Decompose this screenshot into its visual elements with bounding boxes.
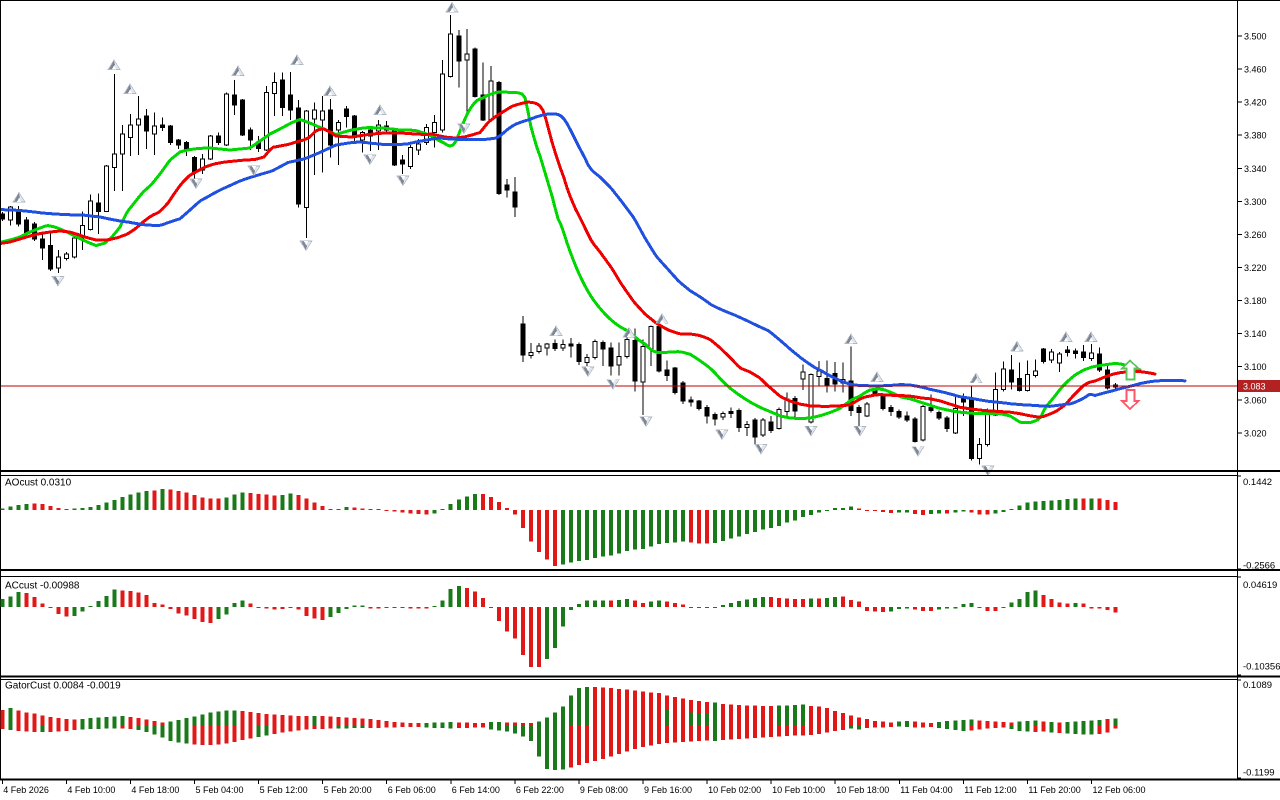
svg-text:ACcust -0.00988: ACcust -0.00988 xyxy=(5,580,80,591)
svg-text:11 Feb 20:00: 11 Feb 20:00 xyxy=(1028,785,1080,795)
svg-text:AOcust 0.0310: AOcust 0.0310 xyxy=(5,477,72,488)
svg-text:3.180: 3.180 xyxy=(1244,296,1267,306)
svg-text:3.060: 3.060 xyxy=(1244,395,1267,405)
svg-text:10 Feb 10:00: 10 Feb 10:00 xyxy=(772,785,825,795)
svg-text:6 Feb 14:00: 6 Feb 14:00 xyxy=(452,785,500,795)
svg-text:3.340: 3.340 xyxy=(1244,164,1267,174)
svg-text:4 Feb 2026: 4 Feb 2026 xyxy=(3,785,49,795)
svg-text:3.220: 3.220 xyxy=(1244,263,1267,273)
svg-text:4 Feb 18:00: 4 Feb 18:00 xyxy=(131,785,179,795)
svg-text:3.020: 3.020 xyxy=(1244,428,1267,438)
svg-text:3.140: 3.140 xyxy=(1244,329,1267,339)
svg-text:3.300: 3.300 xyxy=(1244,197,1267,207)
svg-text:10 Feb 02:00: 10 Feb 02:00 xyxy=(708,785,761,795)
svg-text:-0.1199: -0.1199 xyxy=(1243,768,1275,779)
svg-text:12 Feb 06:00: 12 Feb 06:00 xyxy=(1093,785,1146,795)
svg-text:-0.10356: -0.10356 xyxy=(1243,662,1280,673)
svg-text:3.460: 3.460 xyxy=(1244,65,1267,75)
svg-text:6 Feb 22:00: 6 Feb 22:00 xyxy=(516,785,564,795)
svg-text:11 Feb 04:00: 11 Feb 04:00 xyxy=(900,785,952,795)
svg-text:9 Feb 08:00: 9 Feb 08:00 xyxy=(580,785,628,795)
svg-text:5 Feb 12:00: 5 Feb 12:00 xyxy=(260,785,308,795)
svg-text:GatorCust 0.0084 -0.0019: GatorCust 0.0084 -0.0019 xyxy=(5,680,121,691)
svg-text:0.04619: 0.04619 xyxy=(1243,580,1277,591)
svg-text:9 Feb 16:00: 9 Feb 16:00 xyxy=(644,785,692,795)
svg-text:3.260: 3.260 xyxy=(1244,230,1267,240)
svg-text:-0.2566: -0.2566 xyxy=(1243,561,1275,572)
svg-text:0.1442: 0.1442 xyxy=(1243,477,1272,488)
svg-text:3.100: 3.100 xyxy=(1244,362,1267,372)
svg-text:10 Feb 18:00: 10 Feb 18:00 xyxy=(836,785,889,795)
svg-text:3.500: 3.500 xyxy=(1244,32,1267,42)
svg-text:5 Feb 20:00: 5 Feb 20:00 xyxy=(324,785,372,795)
svg-text:6 Feb 06:00: 6 Feb 06:00 xyxy=(388,785,436,795)
svg-text:3.083: 3.083 xyxy=(1243,382,1266,392)
svg-text:0.1089: 0.1089 xyxy=(1243,680,1272,691)
svg-text:5 Feb 04:00: 5 Feb 04:00 xyxy=(196,785,244,795)
svg-text:3.380: 3.380 xyxy=(1244,131,1267,141)
svg-text:11 Feb 12:00: 11 Feb 12:00 xyxy=(964,785,1016,795)
svg-text:4 Feb 10:00: 4 Feb 10:00 xyxy=(67,785,115,795)
svg-text:3.420: 3.420 xyxy=(1244,98,1267,108)
